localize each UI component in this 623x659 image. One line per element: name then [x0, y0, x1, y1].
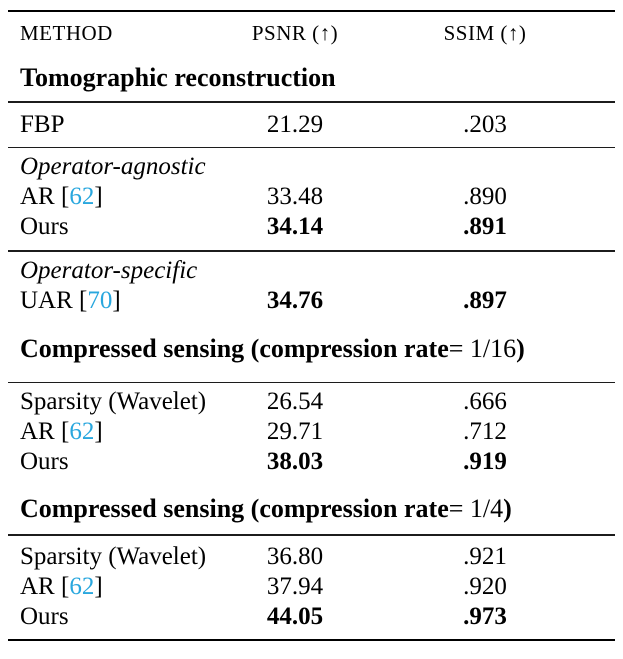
section-title-text: Tomographic reconstruction: [20, 63, 336, 92]
method-cell: Sparsity (Wavelet): [20, 388, 207, 415]
ssim-value: .973: [463, 602, 507, 630]
ssim-value: .666: [463, 388, 507, 415]
psnr-value: 33.48: [266, 183, 324, 210]
table-row-sparsity: Sparsity (Wavelet) 36.80 .921: [8, 542, 615, 572]
method-cell: AR [62]: [8, 418, 200, 446]
column-header-ssim: SSIM (↑): [443, 21, 527, 45]
section-title-text: Compressed sensing (compression rate: [20, 333, 449, 363]
ssim-value: .203: [463, 110, 507, 138]
psnr-value: 38.03: [266, 448, 324, 475]
mid-rule: [8, 101, 615, 103]
subheader-operator-agnostic: Operator-agnostic: [20, 153, 206, 180]
table-header-row: METHOD PSNR (↑) SSIM (↑): [8, 12, 615, 55]
method-cell: UAR [70]: [8, 287, 200, 315]
group-cs-1-4: Sparsity (Wavelet) 36.80 .921 AR [62] 37…: [8, 536, 615, 639]
table-row-ar: AR [62] 33.48 .890: [8, 182, 615, 212]
method-cell: AR [62]: [8, 573, 200, 601]
psnr-value: 34.76: [266, 286, 324, 314]
ssim-value: .712: [463, 418, 507, 445]
method-label: AR [: [20, 572, 70, 600]
ssim-value: .920: [463, 572, 507, 600]
ssim-value: .897: [463, 286, 507, 314]
column-header-method: METHOD: [20, 21, 113, 45]
table-row-ours: Ours 38.03 .919: [8, 447, 615, 477]
section-title-cs-1-16: Compressed sensing (compression rate = 1…: [8, 316, 615, 382]
ssim-value: .890: [463, 183, 507, 210]
citation-link[interactable]: 62: [69, 572, 95, 600]
table-row-ar: AR [62] 37.94 .920: [8, 572, 615, 602]
citation-link[interactable]: 62: [69, 418, 95, 445]
ssim-value: .891: [463, 213, 507, 240]
table-top-rule: [8, 10, 615, 12]
method-label-close: ]: [94, 418, 103, 445]
group-operator-specific: Operator-specific UAR [70] 34.76 .897: [8, 252, 615, 316]
table-row-sparsity: Sparsity (Wavelet) 26.54 .666: [8, 387, 615, 417]
method-cell: AR [62]: [8, 183, 200, 211]
section-title-cs-1-4: Compressed sensing (compression rate = 1…: [8, 483, 615, 534]
mid-rule: [8, 381, 615, 383]
method-label-close: ]: [94, 183, 103, 210]
ssim-value: .921: [463, 542, 507, 570]
table-row-fbp: FBP 21.29 .203: [8, 103, 615, 147]
citation-link[interactable]: 62: [69, 183, 95, 210]
section-title-math: = 1/16: [448, 333, 517, 363]
method-label-close: ]: [112, 286, 121, 314]
section-title-close: ): [516, 333, 525, 363]
mid-rule: [8, 534, 615, 536]
citation-link[interactable]: 70: [87, 286, 113, 314]
table-row-ours: Ours 34.14 .891: [8, 212, 615, 242]
method-label: AR [: [20, 183, 70, 210]
method-cell: Ours: [20, 602, 69, 630]
psnr-value: 37.94: [266, 572, 324, 600]
subheader-operator-specific: Operator-specific: [20, 256, 198, 284]
psnr-value: 29.71: [266, 418, 324, 445]
table-row-ours: Ours 44.05 .973: [8, 602, 615, 632]
method-label: UAR [: [20, 286, 88, 314]
ssim-value: .919: [463, 448, 507, 475]
psnr-value: 44.05: [266, 602, 324, 630]
table-row-uar: UAR [70] 34.76 .897: [8, 286, 615, 316]
method-label: AR [: [20, 418, 70, 445]
mid-rule: [8, 250, 615, 252]
table-row-ar: AR [62] 29.71 .712: [8, 417, 615, 447]
group-cs-1-16: Sparsity (Wavelet) 26.54 .666 AR [62] 29…: [8, 383, 615, 483]
group-operator-agnostic: Operator-agnostic AR [62] 33.48 .890 Our…: [8, 148, 615, 250]
section-title-math: = 1/4: [448, 493, 504, 523]
psnr-value: 21.29: [266, 110, 324, 138]
method-cell: FBP: [20, 110, 65, 138]
table-bottom-rule: [8, 638, 615, 641]
psnr-value: 36.80: [266, 542, 324, 570]
psnr-value: 26.54: [266, 388, 324, 415]
section-title-tomographic: Tomographic reconstruction: [8, 55, 615, 101]
psnr-value: 34.14: [266, 213, 324, 240]
section-title-text: Compressed sensing (compression rate: [20, 493, 449, 523]
method-label-close: ]: [94, 572, 103, 600]
section-title-close: ): [503, 493, 512, 523]
method-cell: Sparsity (Wavelet): [20, 542, 207, 570]
method-cell: Ours: [20, 448, 69, 475]
method-cell: Ours: [20, 213, 69, 240]
mid-rule: [8, 146, 615, 148]
column-header-psnr: PSNR (↑): [251, 21, 339, 45]
